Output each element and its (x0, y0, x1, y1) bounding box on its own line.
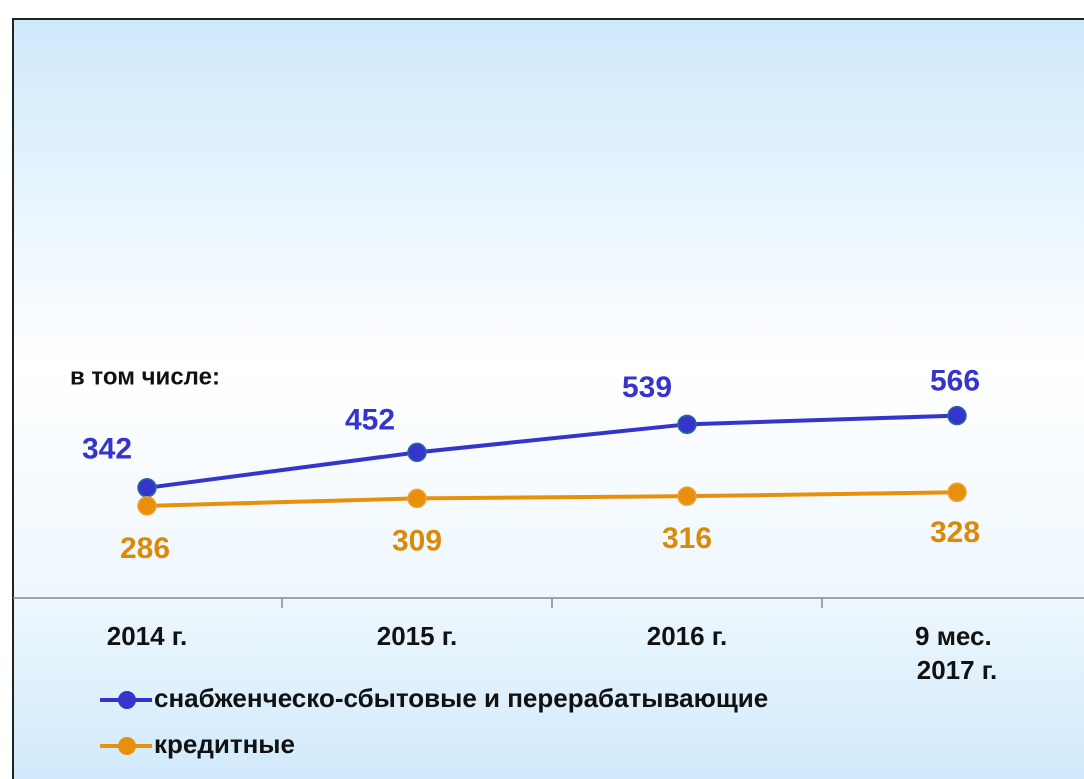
legend-marker (118, 691, 136, 709)
data-label: 328 (930, 516, 980, 549)
data-label: 566 (930, 365, 980, 398)
legend-marker (118, 737, 136, 755)
legend-label: снабженческо-сбытовые и перерабатывающие (154, 683, 768, 713)
x-tick-label: 2016 г. (647, 621, 728, 651)
data-label: 286 (120, 532, 170, 565)
plot-frame (12, 18, 1084, 779)
data-point (677, 486, 697, 506)
data-label: 316 (662, 522, 712, 555)
x-tick-label: 2014 г. (107, 621, 188, 651)
data-point (677, 414, 697, 435)
series-line (146, 490, 958, 508)
data-point (407, 442, 427, 463)
data-label: 309 (392, 524, 442, 557)
data-point (137, 496, 157, 516)
data-label: 342 (82, 433, 132, 466)
series-line (146, 413, 958, 490)
data-label: 539 (622, 371, 672, 404)
x-tick-label: 2015 г. (377, 621, 458, 651)
data-label: 452 (345, 403, 395, 436)
data-point (137, 478, 157, 498)
x-tick-label: 9 мес. 2017 г. (915, 621, 999, 685)
annotation: в том числе: (70, 363, 220, 390)
data-point (407, 488, 427, 509)
data-point (947, 482, 967, 503)
legend-label: кредитные (154, 729, 295, 759)
data-point (947, 405, 967, 426)
